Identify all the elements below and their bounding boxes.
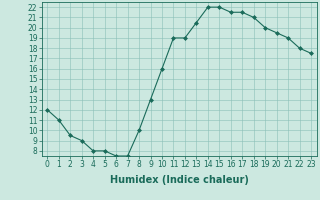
X-axis label: Humidex (Indice chaleur): Humidex (Indice chaleur) [110, 175, 249, 185]
